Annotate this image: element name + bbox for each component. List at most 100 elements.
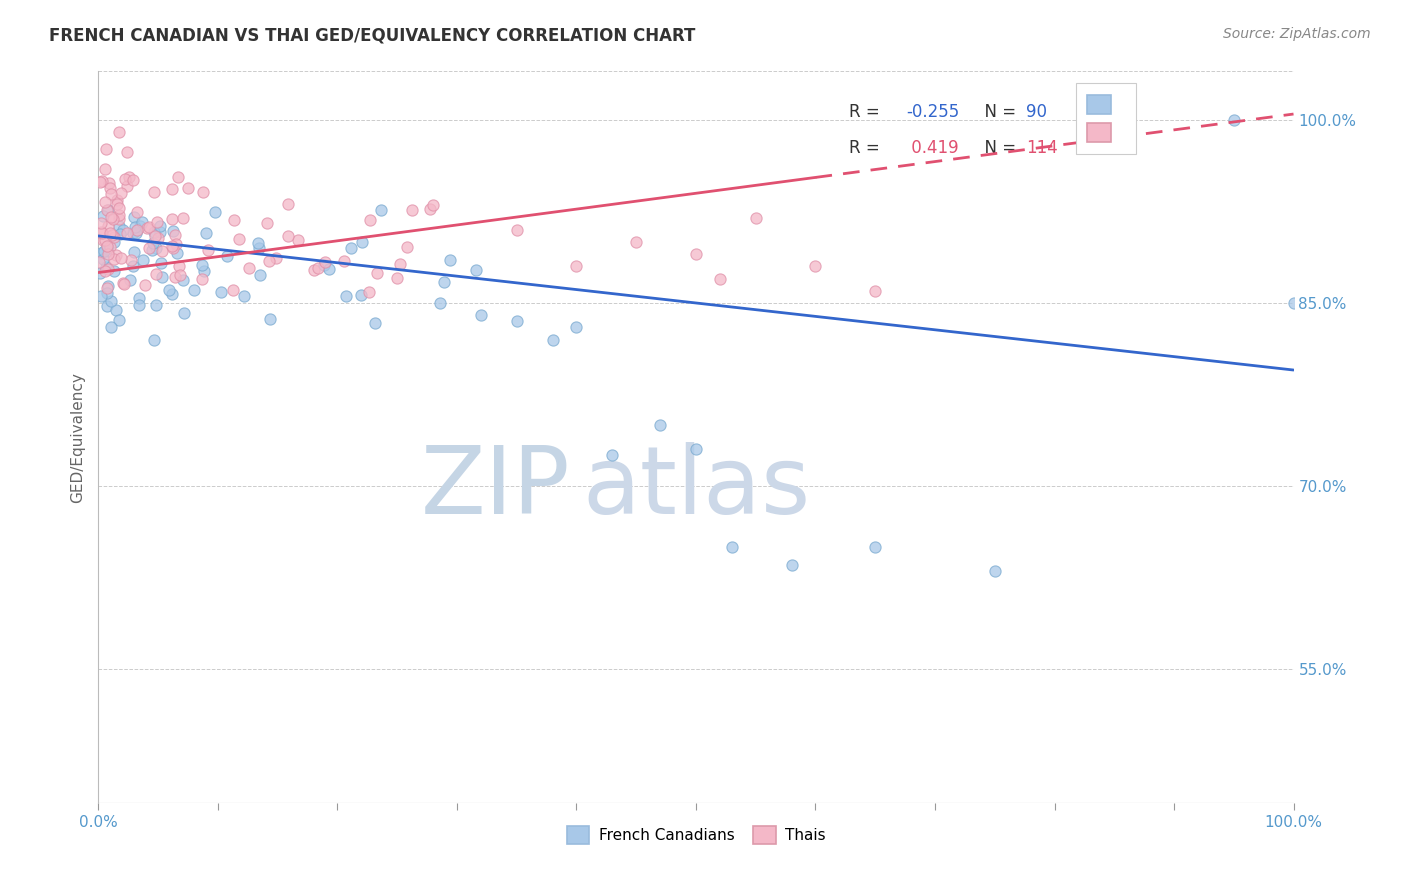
Point bbox=[107, 313, 129, 327]
Point bbox=[108, 202, 131, 216]
Point bbox=[117, 178, 139, 193]
Point bbox=[419, 202, 441, 216]
Point bbox=[98, 181, 121, 195]
Point bbox=[93, 244, 115, 258]
Point bbox=[162, 212, 184, 227]
Point bbox=[94, 161, 117, 176]
Point bbox=[142, 225, 165, 239]
Text: N =: N = bbox=[974, 103, 1022, 120]
Point bbox=[91, 227, 114, 241]
Point bbox=[249, 268, 271, 282]
Point bbox=[96, 286, 118, 301]
Point bbox=[103, 252, 125, 266]
Point bbox=[97, 279, 120, 293]
Point bbox=[122, 244, 145, 259]
Point bbox=[91, 252, 114, 266]
Point bbox=[470, 308, 492, 322]
Point bbox=[277, 196, 299, 211]
Text: N =: N = bbox=[974, 139, 1022, 157]
Point bbox=[128, 292, 150, 306]
Point bbox=[804, 260, 827, 274]
Point bbox=[173, 306, 195, 320]
Point bbox=[150, 244, 173, 259]
Point bbox=[565, 260, 588, 274]
Point bbox=[165, 236, 187, 251]
Point bbox=[122, 260, 145, 274]
Point bbox=[125, 227, 148, 241]
Point bbox=[259, 253, 281, 268]
Point bbox=[112, 277, 135, 291]
Point bbox=[90, 174, 112, 188]
Point bbox=[98, 227, 121, 241]
Point bbox=[745, 211, 768, 225]
Point bbox=[204, 205, 226, 219]
Point bbox=[141, 243, 163, 257]
Point bbox=[91, 233, 114, 247]
Point bbox=[149, 256, 172, 270]
Point bbox=[215, 249, 238, 263]
Text: 90: 90 bbox=[1026, 103, 1047, 120]
Point bbox=[120, 273, 142, 287]
Text: ZIP: ZIP bbox=[420, 442, 571, 534]
Point bbox=[108, 208, 131, 222]
Text: 0.419: 0.419 bbox=[907, 139, 959, 157]
Point bbox=[422, 198, 444, 212]
Point bbox=[429, 295, 451, 310]
Point bbox=[401, 203, 423, 218]
Point bbox=[277, 229, 299, 244]
Point bbox=[780, 558, 803, 573]
Point bbox=[90, 245, 112, 260]
Point bbox=[108, 227, 131, 241]
Y-axis label: GED/Equivalency: GED/Equivalency bbox=[70, 372, 86, 502]
Point bbox=[177, 181, 200, 195]
Point bbox=[146, 215, 169, 229]
Point bbox=[91, 209, 114, 223]
Point bbox=[131, 215, 153, 229]
Point bbox=[103, 235, 125, 250]
Point bbox=[118, 169, 141, 184]
Point bbox=[90, 225, 112, 239]
Point bbox=[984, 564, 1007, 578]
Point bbox=[122, 211, 145, 225]
Point bbox=[256, 216, 278, 230]
Point bbox=[432, 275, 454, 289]
Point bbox=[111, 276, 134, 290]
Point bbox=[370, 202, 392, 217]
Text: R =: R = bbox=[849, 103, 884, 120]
Point bbox=[160, 286, 183, 301]
Point bbox=[103, 211, 125, 226]
Point bbox=[565, 320, 588, 334]
Point bbox=[191, 185, 214, 199]
Point bbox=[165, 270, 187, 285]
Point bbox=[103, 264, 125, 278]
Point bbox=[224, 213, 246, 227]
Text: -0.255: -0.255 bbox=[907, 103, 959, 120]
Point bbox=[104, 302, 127, 317]
Point bbox=[685, 442, 707, 457]
Point bbox=[166, 246, 188, 260]
Point bbox=[541, 333, 564, 347]
Text: FRENCH CANADIAN VS THAI GED/EQUIVALENCY CORRELATION CHART: FRENCH CANADIAN VS THAI GED/EQUIVALENCY … bbox=[49, 27, 696, 45]
Point bbox=[1282, 296, 1305, 310]
Point bbox=[148, 225, 170, 239]
Point bbox=[149, 219, 172, 233]
Point bbox=[162, 241, 184, 255]
Point bbox=[145, 268, 167, 282]
Point bbox=[107, 194, 129, 208]
Point bbox=[89, 175, 111, 189]
Point bbox=[108, 219, 131, 233]
Point bbox=[98, 240, 121, 254]
Point bbox=[125, 223, 148, 237]
Point bbox=[197, 243, 219, 257]
Text: atlas: atlas bbox=[582, 442, 811, 534]
Point bbox=[352, 235, 374, 250]
Point bbox=[388, 257, 411, 271]
Legend: French Canadians, Thais: French Canadians, Thais bbox=[561, 820, 831, 850]
Text: 114: 114 bbox=[1026, 139, 1057, 157]
Point bbox=[335, 288, 357, 302]
Point bbox=[138, 241, 160, 255]
Point bbox=[359, 285, 381, 299]
Point bbox=[602, 448, 624, 462]
Point bbox=[721, 540, 744, 554]
Point bbox=[97, 247, 120, 261]
